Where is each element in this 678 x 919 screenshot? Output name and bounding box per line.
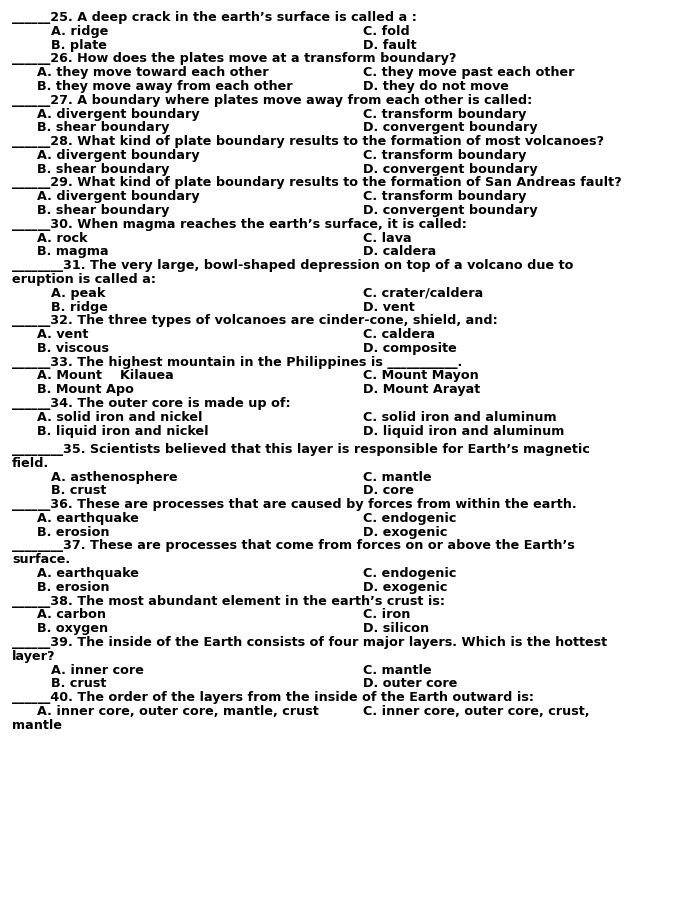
Text: A. earthquake: A. earthquake (37, 567, 139, 580)
Text: ________31. The very large, bowl-shaped depression on top of a volcano due to: ________31. The very large, bowl-shaped … (12, 259, 574, 272)
Text: C. Mount Mayon: C. Mount Mayon (363, 369, 479, 382)
Text: B. erosion: B. erosion (37, 581, 110, 594)
Text: D. composite: D. composite (363, 342, 456, 355)
Text: B. magma: B. magma (37, 245, 109, 258)
Text: B. plate: B. plate (51, 39, 106, 51)
Text: B. crust: B. crust (51, 484, 106, 497)
Text: D. convergent boundary: D. convergent boundary (363, 204, 538, 217)
Text: A. inner core, outer core, mantle, crust: A. inner core, outer core, mantle, crust (37, 705, 319, 718)
Text: C. iron: C. iron (363, 608, 410, 621)
Text: B. shear boundary: B. shear boundary (37, 163, 170, 176)
Text: D. vent: D. vent (363, 301, 414, 313)
Text: A. Mount    Kilauea: A. Mount Kilauea (37, 369, 174, 382)
Text: ______32. The three types of volcanoes are cinder-cone, shield, and:: ______32. The three types of volcanoes a… (12, 314, 498, 327)
Text: ______39. The inside of the Earth consists of four major layers. Which is the ho: ______39. The inside of the Earth consis… (12, 636, 607, 649)
Text: D. silicon: D. silicon (363, 622, 429, 635)
Text: A. divergent boundary: A. divergent boundary (37, 190, 200, 203)
Text: ______28. What kind of plate boundary results to the formation of most volcanoes: ______28. What kind of plate boundary re… (12, 135, 604, 148)
Text: field.: field. (12, 457, 49, 470)
Text: ______34. The outer core is made up of:: ______34. The outer core is made up of: (12, 397, 291, 410)
Text: ______29. What kind of plate boundary results to the formation of San Andreas fa: ______29. What kind of plate boundary re… (12, 176, 622, 189)
Text: D. convergent boundary: D. convergent boundary (363, 163, 538, 176)
Text: D. fault: D. fault (363, 39, 416, 51)
Text: D. they do not move: D. they do not move (363, 80, 508, 93)
Text: A. solid iron and nickel: A. solid iron and nickel (37, 411, 203, 424)
Text: A. inner core: A. inner core (51, 664, 144, 676)
Text: C. transform boundary: C. transform boundary (363, 108, 526, 120)
Text: B. erosion: B. erosion (37, 526, 110, 539)
Text: A. rock: A. rock (37, 232, 87, 244)
Text: C. lava: C. lava (363, 232, 412, 244)
Text: B. Mount Apo: B. Mount Apo (37, 383, 134, 396)
Text: A. peak: A. peak (51, 287, 105, 300)
Text: D. exogenic: D. exogenic (363, 581, 447, 594)
Text: B. oxygen: B. oxygen (37, 622, 108, 635)
Text: ______27. A boundary where plates move away from each other is called:: ______27. A boundary where plates move a… (12, 94, 532, 107)
Text: C. inner core, outer core, crust,: C. inner core, outer core, crust, (363, 705, 589, 718)
Text: D. core: D. core (363, 484, 414, 497)
Text: A. asthenosphere: A. asthenosphere (51, 471, 178, 483)
Text: C. transform boundary: C. transform boundary (363, 190, 526, 203)
Text: C. mantle: C. mantle (363, 664, 431, 676)
Text: B. crust: B. crust (51, 677, 106, 690)
Text: D. caldera: D. caldera (363, 245, 436, 258)
Text: ________37. These are processes that come from forces on or above the Earth’s: ________37. These are processes that com… (12, 539, 575, 552)
Text: A. carbon: A. carbon (37, 608, 106, 621)
Text: ______33. The highest mountain in the Philippines is ___________.: ______33. The highest mountain in the Ph… (12, 356, 462, 369)
Text: ______36. These are processes that are caused by forces from within the earth.: ______36. These are processes that are c… (12, 498, 577, 511)
Text: B. liquid iron and nickel: B. liquid iron and nickel (37, 425, 209, 437)
Text: C. crater/caldera: C. crater/caldera (363, 287, 483, 300)
Text: ________35. Scientists believed that this layer is responsible for Earth’s magne: ________35. Scientists believed that thi… (12, 443, 590, 456)
Text: C. they move past each other: C. they move past each other (363, 66, 574, 79)
Text: mantle: mantle (12, 719, 62, 732)
Text: ______26. How does the plates move at a transform boundary?: ______26. How does the plates move at a … (12, 52, 456, 65)
Text: ______40. The order of the layers from the inside of the Earth outward is:: ______40. The order of the layers from t… (12, 691, 534, 704)
Text: ______25. A deep crack in the earth’s surface is called a :: ______25. A deep crack in the earth’s su… (12, 11, 417, 24)
Text: D. convergent boundary: D. convergent boundary (363, 121, 538, 134)
Text: C. caldera: C. caldera (363, 328, 435, 341)
Text: D. exogenic: D. exogenic (363, 526, 447, 539)
Text: D. liquid iron and aluminum: D. liquid iron and aluminum (363, 425, 564, 437)
Text: A. they move toward each other: A. they move toward each other (37, 66, 269, 79)
Text: layer?: layer? (12, 650, 56, 663)
Text: D. Mount Arayat: D. Mount Arayat (363, 383, 480, 396)
Text: C. transform boundary: C. transform boundary (363, 149, 526, 162)
Text: ______30. When magma reaches the earth’s surface, it is called:: ______30. When magma reaches the earth’s… (12, 218, 467, 231)
Text: C. mantle: C. mantle (363, 471, 431, 483)
Text: A. divergent boundary: A. divergent boundary (37, 149, 200, 162)
Text: B. ridge: B. ridge (51, 301, 108, 313)
Text: D. outer core: D. outer core (363, 677, 457, 690)
Text: B. viscous: B. viscous (37, 342, 109, 355)
Text: A. earthquake: A. earthquake (37, 512, 139, 525)
Text: C. solid iron and aluminum: C. solid iron and aluminum (363, 411, 557, 424)
Text: ______38. The most abundant element in the earth’s crust is:: ______38. The most abundant element in t… (12, 595, 445, 607)
Text: B. shear boundary: B. shear boundary (37, 121, 170, 134)
Text: C. fold: C. fold (363, 25, 410, 38)
Text: A. divergent boundary: A. divergent boundary (37, 108, 200, 120)
Text: C. endogenic: C. endogenic (363, 512, 456, 525)
Text: A. ridge: A. ridge (51, 25, 108, 38)
Text: B. they move away from each other: B. they move away from each other (37, 80, 293, 93)
Text: B. shear boundary: B. shear boundary (37, 204, 170, 217)
Text: C. endogenic: C. endogenic (363, 567, 456, 580)
Text: eruption is called a:: eruption is called a: (12, 273, 156, 286)
Text: A. vent: A. vent (37, 328, 89, 341)
Text: surface.: surface. (12, 553, 71, 566)
